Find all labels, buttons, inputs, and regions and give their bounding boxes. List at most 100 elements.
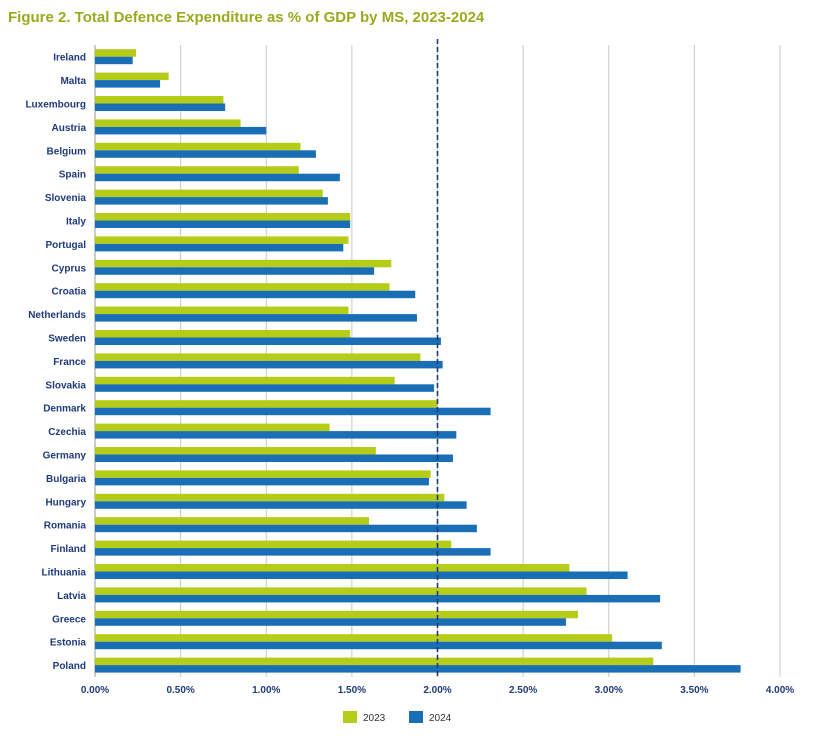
bar-2023	[95, 376, 395, 385]
category-label: Romania	[44, 521, 87, 532]
category-label: Bulgaria	[46, 474, 86, 485]
category-label: Lithuania	[42, 568, 87, 579]
bar-2024	[95, 220, 351, 228]
category-label: Germany	[43, 451, 87, 462]
bar-2024	[95, 477, 429, 486]
category-label: Croatia	[52, 287, 87, 298]
bar-2023	[95, 657, 654, 666]
bar-2023	[95, 259, 392, 268]
category-label: Greece	[52, 614, 86, 625]
bar-2023	[95, 142, 301, 151]
bar-2024	[95, 431, 457, 439]
bar-2024	[95, 594, 661, 603]
category-label: Malta	[60, 76, 86, 87]
legend-swatch-2024	[409, 711, 423, 723]
bar-2024	[95, 360, 443, 369]
bar-2023	[95, 306, 349, 315]
bar-2024	[95, 126, 267, 135]
legend: 2023 2024	[343, 711, 452, 724]
category-label: Luxembourg	[25, 100, 86, 111]
bar-2023	[95, 540, 452, 549]
x-tick-label: 3.50%	[680, 685, 708, 696]
bar-2023	[95, 96, 224, 104]
bar-2023	[95, 493, 445, 502]
category-labels: Ireland Malta Luxembourg Austria Belgium Spai…	[25, 53, 86, 672]
category-label: Austria	[52, 123, 87, 134]
bar-2024	[95, 454, 453, 462]
x-tick-label: 4.00%	[766, 685, 794, 696]
bar-2023	[95, 470, 431, 478]
bar-2023	[95, 236, 349, 244]
category-label: Denmark	[43, 404, 86, 415]
category-label: Spain	[59, 170, 86, 181]
bar-2023	[95, 634, 613, 642]
category-label: Finland	[50, 544, 86, 555]
chart-title: Figure 2. Total Defence Expenditure as %…	[8, 9, 485, 26]
bar-2023	[95, 353, 421, 361]
bar-2024	[95, 571, 628, 579]
category-label: Sweden	[48, 334, 86, 345]
tick-labels: 0.00% 0.50% 1.00% 1.50% 2.00% 2.50% 3.00% 3.50%…	[81, 685, 794, 696]
bar-2024	[95, 80, 161, 88]
x-tick-label: 3.00%	[595, 685, 623, 696]
bar-2023	[95, 283, 390, 291]
bar-2024	[95, 267, 375, 275]
bar-2024	[95, 665, 741, 673]
category-label: France	[53, 357, 86, 368]
bar-2024	[95, 56, 133, 65]
category-label: Hungary	[45, 497, 86, 508]
category-label: Slovenia	[45, 193, 87, 204]
category-label: Slovakia	[45, 380, 86, 391]
category-label: Netherlands	[28, 310, 86, 321]
bar-2024	[95, 501, 467, 509]
x-tick-label: 1.50%	[338, 685, 366, 696]
category-label: Italy	[66, 217, 86, 228]
bar-2023	[95, 189, 323, 198]
category-label: Czechia	[48, 427, 86, 438]
bar-2024	[95, 407, 491, 416]
bar-2023	[95, 447, 376, 455]
bar-2024	[95, 197, 328, 205]
category-label: Estonia	[50, 638, 87, 649]
x-tick-label: 0.00%	[81, 685, 109, 696]
x-tick-label: 2.00%	[423, 685, 451, 696]
category-label: Cyprus	[52, 263, 87, 274]
category-label: Ireland	[53, 53, 86, 64]
bar-2024	[95, 290, 416, 299]
bar-2023	[95, 166, 299, 174]
bar-2023	[95, 587, 587, 595]
bar-2024	[95, 524, 477, 533]
bar-2023	[95, 400, 438, 408]
bar-2024	[95, 103, 226, 111]
bar-2023	[95, 517, 369, 525]
bar-2023	[95, 564, 570, 572]
bar-2024	[95, 314, 417, 322]
bar-2024	[95, 384, 435, 392]
bar-2024	[95, 548, 491, 556]
legend-label-2024: 2024	[429, 713, 452, 724]
x-tick-label: 2.50%	[509, 685, 537, 696]
legend-swatch-2023	[343, 711, 357, 723]
category-label: Portugal	[45, 240, 86, 251]
bar-2023	[95, 330, 351, 338]
bar-2024	[95, 150, 316, 158]
bar-2023	[95, 49, 137, 57]
bars	[95, 49, 741, 673]
bar-2023	[95, 610, 578, 619]
bar-2023	[95, 213, 351, 221]
bar-2024	[95, 243, 344, 252]
bar-2023	[95, 119, 241, 127]
bar-2024	[95, 641, 662, 650]
legend-label-2023: 2023	[363, 713, 386, 724]
category-label: Poland	[53, 661, 86, 672]
x-tick-label: 1.00%	[252, 685, 280, 696]
bar-2024	[95, 173, 340, 182]
bar-2024	[95, 337, 441, 345]
category-label: Latvia	[57, 591, 86, 602]
x-tick-label: 0.50%	[166, 685, 194, 696]
bar-2024	[95, 618, 566, 626]
bar-2023	[95, 423, 330, 432]
bar-2023	[95, 72, 169, 81]
category-label: Belgium	[47, 146, 87, 157]
